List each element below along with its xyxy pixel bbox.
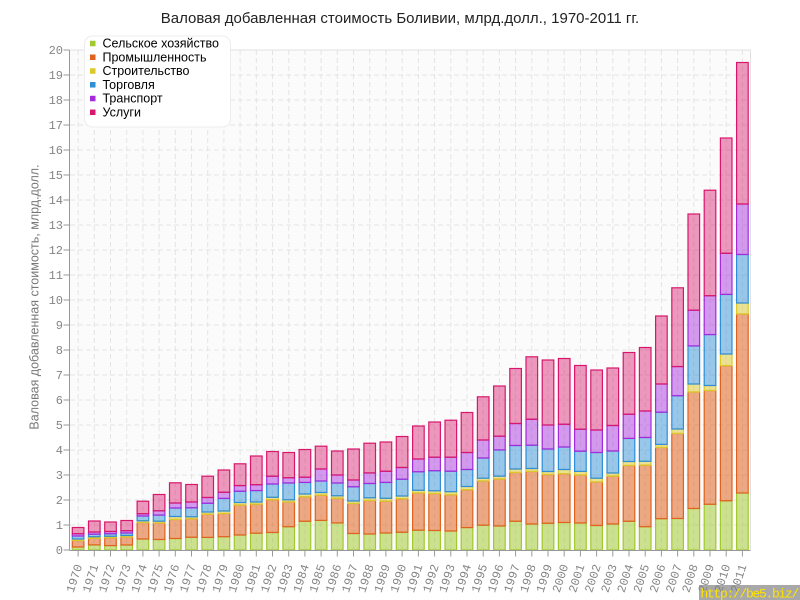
svg-text:5: 5 [56, 419, 63, 433]
svg-text:12: 12 [49, 244, 63, 258]
svg-text:1: 1 [56, 519, 63, 533]
svg-text:Услуги: Услуги [103, 105, 141, 119]
svg-text:15: 15 [49, 169, 63, 183]
svg-text:2: 2 [56, 494, 63, 508]
svg-text:6: 6 [56, 394, 63, 408]
svg-text:14: 14 [49, 194, 63, 208]
svg-text:13: 13 [49, 219, 63, 233]
svg-text:Торговля: Торговля [103, 78, 155, 92]
svg-text:3: 3 [56, 469, 63, 483]
svg-text:Транспорт: Транспорт [103, 92, 163, 106]
svg-text:16: 16 [49, 144, 63, 158]
svg-text:Сельское хозяйство: Сельское хозяйство [103, 37, 219, 51]
svg-text:Строительство: Строительство [103, 64, 190, 78]
svg-text:11: 11 [49, 269, 63, 283]
svg-text:Промышленность: Промышленность [103, 50, 207, 64]
svg-text:20: 20 [49, 44, 63, 58]
svg-text:18: 18 [49, 94, 63, 108]
svg-text:17: 17 [49, 119, 63, 133]
svg-text:http://be5.biz/: http://be5.biz/ [701, 587, 800, 600]
svg-text:19: 19 [49, 69, 63, 83]
svg-text:8: 8 [56, 344, 63, 358]
svg-text:7: 7 [56, 369, 63, 383]
svg-text:4: 4 [56, 444, 63, 458]
svg-text:0: 0 [56, 544, 63, 558]
svg-text:Валовая добавленная стоимость,: Валовая добавленная стоимость, млрд.долл… [28, 164, 42, 429]
svg-text:10: 10 [49, 294, 63, 308]
svg-text:9: 9 [56, 319, 63, 333]
svg-text:Валовая добавленная стоимость: Валовая добавленная стоимость Боливии, м… [161, 10, 639, 27]
